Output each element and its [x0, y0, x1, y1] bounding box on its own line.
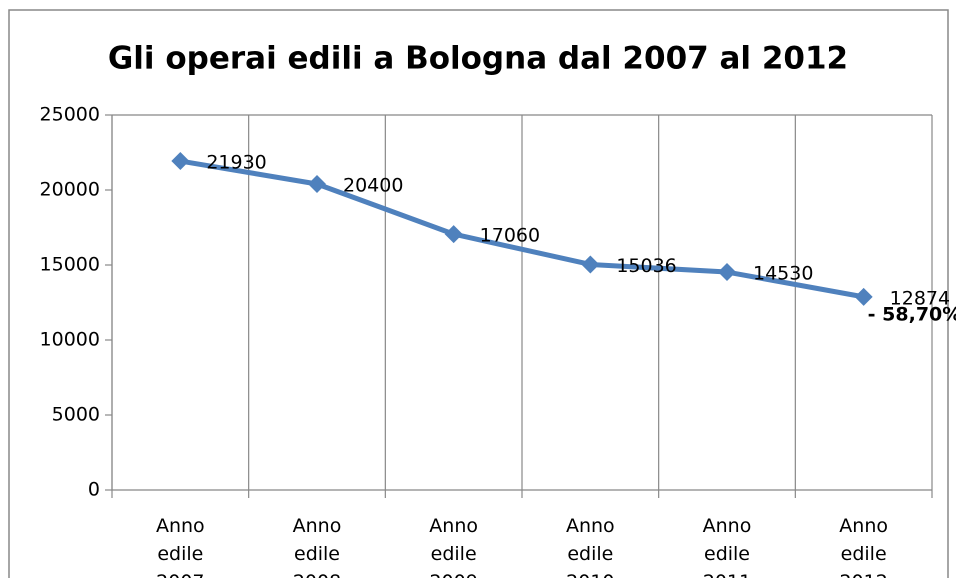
y-tick-label: 5000 — [52, 404, 100, 426]
data-label: 21930 — [206, 152, 266, 174]
data-point — [308, 175, 326, 193]
y-tick-label: 15000 — [40, 254, 100, 276]
data-point — [854, 287, 873, 306]
data-point — [581, 255, 600, 274]
data-point — [171, 152, 190, 171]
x-tick-label: Anno edile 2009 — [429, 515, 479, 578]
data-label: 17060 — [480, 225, 540, 247]
data-point — [718, 263, 736, 282]
data-label: 14530 — [753, 263, 813, 285]
data-label: 12874 — [890, 287, 950, 309]
y-tick-label: 0 — [88, 479, 100, 501]
data-label: 20400 — [343, 175, 403, 197]
y-tick-label: 25000 — [40, 104, 100, 126]
x-tick-label: Anno edile 2012 — [839, 515, 889, 578]
data-point — [444, 225, 463, 244]
x-tick-label: Anno edile 2007 — [155, 515, 205, 578]
x-tick-label: Anno edile 2008 — [292, 515, 342, 578]
chart-frame — [8, 9, 949, 578]
data-line — [179, 158, 865, 300]
annotation: - 58,70% — [868, 303, 956, 325]
y-tick-label: 20000 — [40, 179, 100, 201]
x-tick-label: Anno edile 2010 — [565, 515, 615, 578]
chart-title: Gli operai edili a Bologna dal 2007 al 2… — [108, 41, 848, 77]
data-label: 15036 — [616, 255, 676, 277]
x-tick-label: Anno edile 2011 — [702, 515, 752, 578]
y-tick-label: 10000 — [40, 329, 100, 351]
